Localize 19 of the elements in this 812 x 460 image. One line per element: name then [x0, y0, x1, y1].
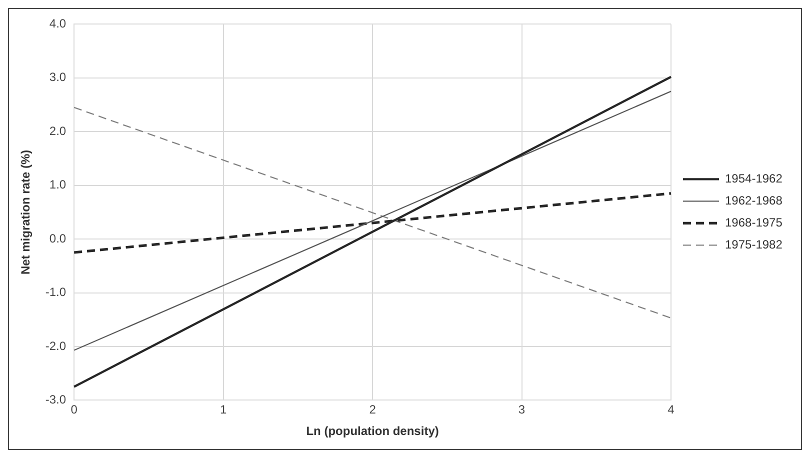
- y-tick-label: 4.0: [49, 16, 66, 31]
- y-axis-title: Net migration rate (%): [18, 150, 33, 275]
- y-tick-label: 0.0: [49, 231, 66, 246]
- legend-label: 1954-1962: [725, 172, 783, 186]
- x-tick-label: 4: [668, 402, 675, 417]
- legend-label: 1962-1968: [725, 194, 783, 208]
- y-tick-label: -1.0: [45, 285, 66, 300]
- y-tick-label: -3.0: [45, 392, 66, 407]
- x-tick-label: 3: [518, 402, 526, 417]
- x-tick-label: 1: [220, 402, 227, 417]
- legend-label: 1968-1975: [725, 216, 783, 230]
- x-axis-title: Ln (population density): [306, 424, 439, 438]
- x-tick-label: 2: [369, 402, 376, 417]
- y-tick-label: 2.0: [49, 124, 66, 138]
- x-tick-label: 0: [70, 402, 78, 417]
- y-tick-label: 3.0: [49, 70, 66, 84]
- y-tick-label: -2.0: [45, 338, 66, 353]
- legend-label: 1975-1982: [725, 238, 783, 252]
- y-tick-label: 1.0: [49, 178, 66, 192]
